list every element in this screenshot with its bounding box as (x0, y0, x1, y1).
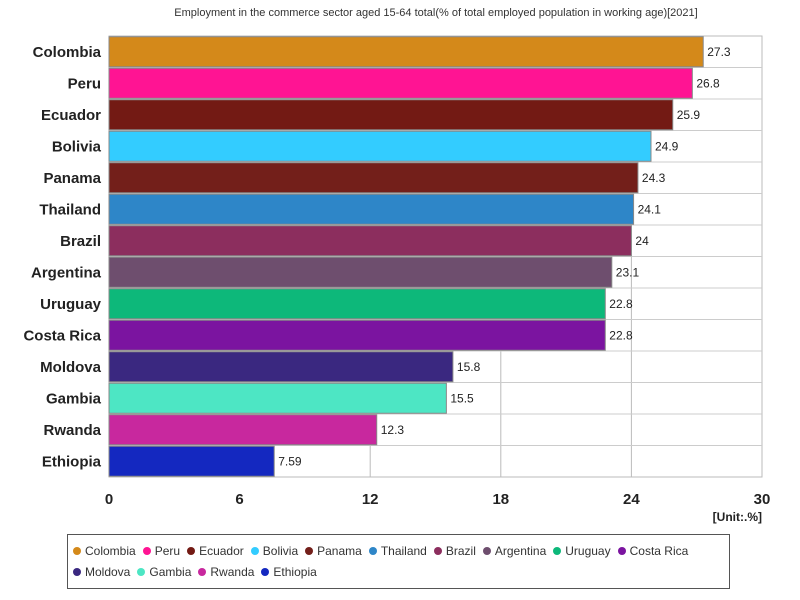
legend-label: Bolivia (262, 544, 299, 558)
bar-thailand (108, 193, 635, 225)
legend-item[interactable]: Bolivia (250, 541, 299, 562)
category-label: Uruguay (40, 296, 102, 313)
legend-swatch (187, 547, 196, 555)
value-label: 24.3 (642, 171, 666, 185)
legend-swatch (73, 568, 81, 576)
category-label: Rwanda (43, 422, 101, 439)
legend-label: Ethiopia (273, 565, 317, 579)
bar-chart: Colombia 27.3 Peru 26.8 Ecuador 25.9 Bolivia 24… (23, 35, 771, 524)
legend-item[interactable]: Ethiopia (261, 562, 317, 583)
legend-swatch (142, 547, 151, 555)
category-label: Argentina (31, 264, 102, 281)
legend-swatch (250, 547, 259, 555)
legend-label: Colombia (85, 544, 136, 558)
category-label: Panama (43, 170, 101, 187)
legend-swatch (433, 547, 442, 555)
unit-label: [Unit:.%] (713, 510, 762, 524)
value-label: 12.3 (381, 423, 405, 437)
legend-item[interactable]: Panama (305, 541, 362, 562)
category-label: Costa Rica (23, 327, 101, 344)
category-label: Colombia (33, 44, 102, 61)
bars-layer (108, 36, 704, 477)
grid-layer (109, 36, 762, 477)
category-label: Ecuador (41, 107, 101, 124)
x-axis-ticks: 0 6 12 18 24 30 (105, 491, 771, 508)
bar-bolivia (108, 130, 652, 162)
category-label: Ethiopia (42, 453, 102, 470)
legend-swatch (482, 547, 491, 555)
legend-swatch (137, 568, 146, 576)
chart-title: Employment in the commerce sector aged 1… (174, 7, 698, 19)
legend-item[interactable]: Gambia (137, 562, 191, 583)
labels-layer: Colombia 27.3 Peru 26.8 Ecuador 25.9 Bolivia 24… (23, 44, 730, 471)
category-label: Bolivia (52, 138, 102, 155)
legend-label: Gambia (149, 565, 192, 579)
value-label: 15.8 (457, 360, 481, 374)
x-tick-label: 6 (235, 491, 243, 508)
legend-swatch (368, 547, 377, 555)
bar-brazil (108, 225, 632, 257)
legend-label: Costa Rica (629, 544, 689, 558)
bar-peru (108, 67, 693, 99)
legend-item[interactable]: Rwanda (198, 562, 254, 583)
value-label: 27.3 (707, 45, 731, 59)
x-tick-label: 12 (362, 491, 379, 508)
bar-moldova (108, 351, 454, 383)
legend: Colombia Peru Ecuador Bolivia Panama Thailand… (67, 534, 730, 589)
x-tick-label: 30 (754, 491, 771, 508)
value-label: 23.1 (616, 265, 640, 279)
bar-uruguay (108, 288, 606, 320)
legend-item[interactable]: Peru (142, 541, 181, 562)
bar-gambia (108, 382, 447, 414)
x-tick-label: 18 (492, 491, 509, 508)
legend-item[interactable]: Ecuador (187, 541, 244, 562)
legend-item[interactable]: Moldova (73, 562, 130, 583)
legend-item[interactable]: Costa Rica (617, 541, 689, 562)
legend-swatch (305, 547, 314, 555)
legend-item[interactable]: Thailand (368, 541, 427, 562)
category-label: Moldova (40, 359, 101, 376)
value-label: 24 (635, 234, 649, 248)
category-label: Brazil (60, 233, 101, 250)
value-label: 26.8 (696, 76, 720, 90)
legend-label: Uruguay (565, 544, 611, 558)
value-label: 24.1 (638, 202, 662, 216)
value-label: 15.5 (450, 391, 474, 405)
legend-swatch (261, 568, 270, 576)
bar-colombia (108, 36, 704, 68)
legend-label: Thailand (380, 544, 427, 558)
legend-swatch (553, 547, 562, 555)
legend-swatch (73, 547, 81, 555)
bar-ecuador (108, 99, 674, 131)
legend-label: Argentina (494, 544, 547, 558)
value-label: 22.8 (609, 297, 633, 311)
legend-label: Ecuador (199, 544, 244, 558)
legend-label: Rwanda (210, 565, 255, 579)
bar-argentina (108, 256, 613, 288)
bar-costa-rica (108, 319, 606, 351)
bar-ethiopia (108, 445, 275, 477)
bar-panama (108, 162, 639, 194)
legend-swatch (198, 568, 207, 576)
legend-swatch (617, 547, 626, 555)
bar-rwanda (108, 414, 378, 446)
value-label: 25.9 (677, 108, 701, 122)
legend-item[interactable]: Uruguay (553, 541, 611, 562)
value-label: 22.8 (609, 328, 633, 342)
legend-label: Panama (317, 544, 362, 558)
legend-label: Moldova (85, 565, 131, 579)
x-tick-label: 0 (105, 491, 113, 508)
value-label: 24.9 (655, 139, 679, 153)
legend-item[interactable]: Colombia (73, 541, 136, 562)
legend-item[interactable]: Argentina (482, 541, 547, 562)
category-label: Peru (68, 75, 101, 92)
legend-label: Peru (154, 544, 181, 558)
category-label: Thailand (39, 201, 101, 218)
legend-item[interactable]: Brazil (433, 541, 476, 562)
x-tick-label: 24 (623, 491, 640, 508)
category-label: Gambia (46, 390, 102, 407)
legend-label: Brazil (445, 544, 476, 558)
value-label: 7.59 (278, 454, 302, 468)
